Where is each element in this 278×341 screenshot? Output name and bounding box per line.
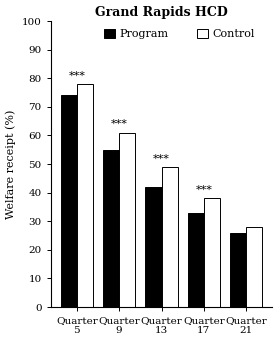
Legend: Program, Control: Program, Control xyxy=(102,27,257,42)
Text: ***: *** xyxy=(111,119,128,129)
Y-axis label: Welfare receipt (%): Welfare receipt (%) xyxy=(6,109,16,219)
Bar xyxy=(246,227,262,307)
Bar xyxy=(119,133,135,307)
Bar xyxy=(204,198,220,307)
Bar xyxy=(188,213,204,307)
Bar xyxy=(77,84,93,307)
Bar xyxy=(61,95,77,307)
Text: ***: *** xyxy=(195,185,212,195)
Bar xyxy=(145,187,162,307)
Text: ***: *** xyxy=(68,71,85,80)
Title: Grand Rapids HCD: Grand Rapids HCD xyxy=(95,5,228,18)
Text: ***: *** xyxy=(153,153,170,163)
Bar xyxy=(230,233,246,307)
Bar xyxy=(103,150,119,307)
Bar xyxy=(162,167,178,307)
